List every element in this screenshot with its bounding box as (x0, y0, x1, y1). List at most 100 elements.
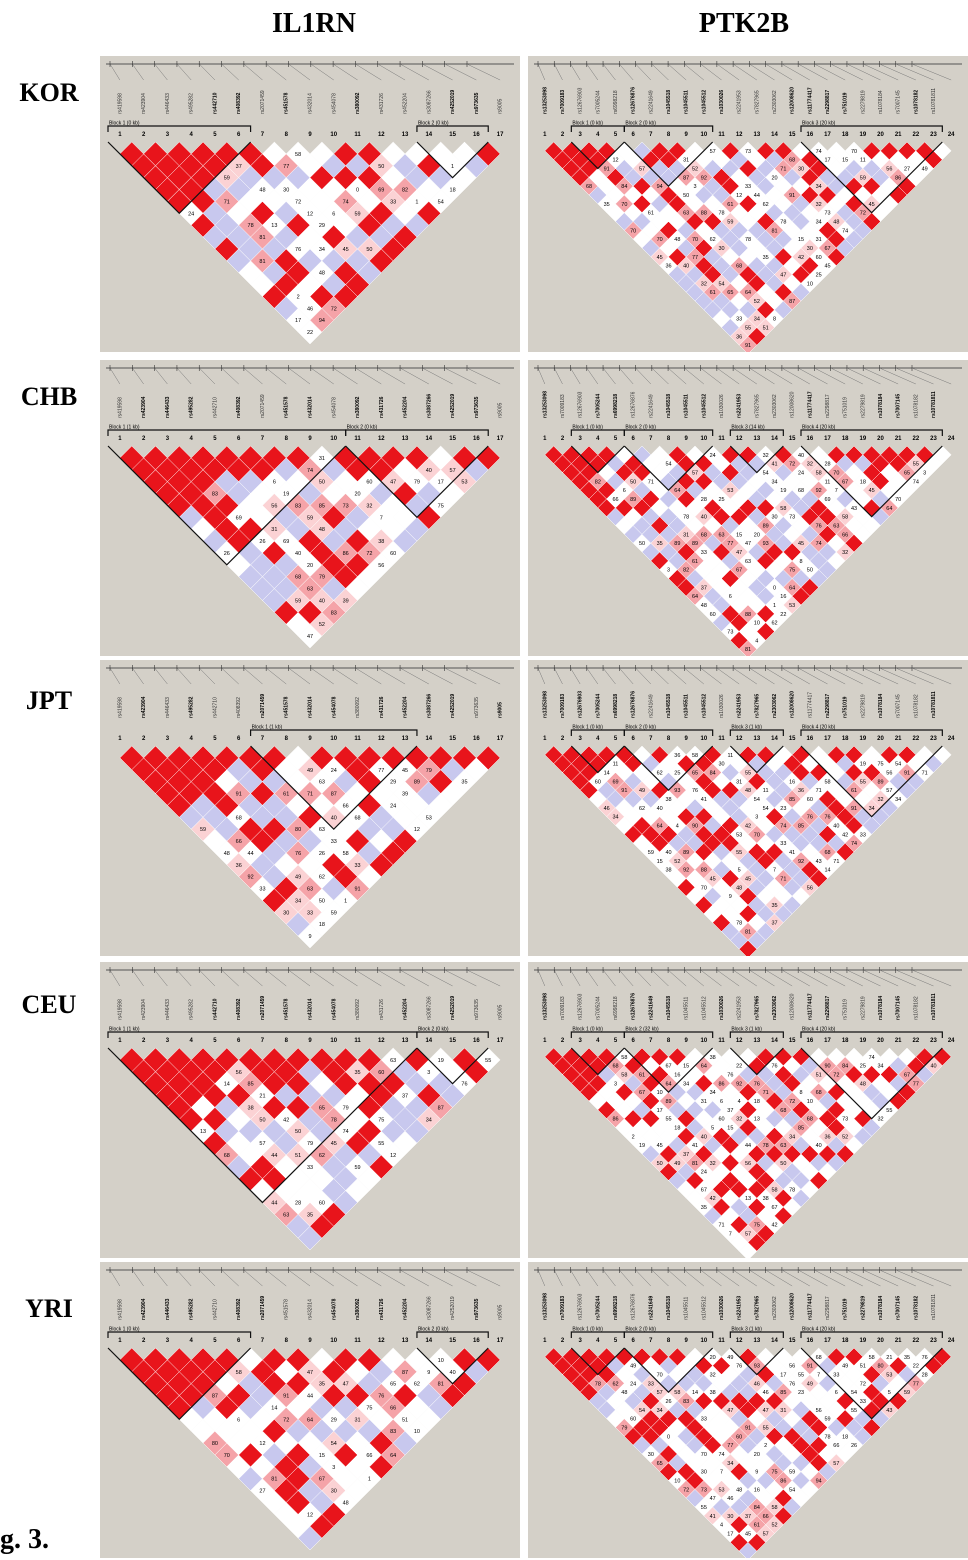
snp-index: 6 (631, 1338, 635, 1344)
snp-connector (310, 969, 334, 987)
ld-cell-value: 61 (754, 1523, 760, 1529)
ld-cell-value: 89 (683, 850, 689, 856)
ld-cell-value: 44 (271, 1153, 277, 1159)
snp-connector (814, 1269, 846, 1287)
snp-label: rs452204 (403, 396, 409, 418)
snp-label: rs452204 (403, 93, 409, 114)
ld-cell-value: 16 (674, 1073, 680, 1079)
snp-label: rs4252019 (450, 694, 456, 718)
snp-index: 5 (213, 436, 217, 442)
ld-cell-value: 65 (319, 1105, 325, 1111)
ld-cell-value: 44 (271, 1200, 277, 1206)
ld-cell-value: 42 (745, 824, 751, 830)
ld-cell-value: 78 (683, 515, 689, 521)
haplotype-block-outline (107, 125, 252, 215)
ld-cell-value: 92 (736, 1081, 742, 1087)
snp-connector (221, 969, 239, 987)
snp-connector (266, 1269, 287, 1287)
snp-connector (716, 367, 740, 385)
snp-index: 4 (190, 1038, 194, 1044)
snp-connector (651, 367, 669, 385)
ld-cell-value: 53 (718, 1487, 724, 1493)
haplotype-block-label: Block 1 (1 kb) (109, 425, 140, 431)
ld-cell-value: 57 (450, 468, 456, 474)
ld-cell-value: 32 (816, 202, 822, 208)
ld-cell-value: 58 (816, 471, 822, 477)
snp-connector (266, 63, 287, 81)
ld-cell-value: 72 (789, 462, 795, 468)
snp-index: 4 (190, 436, 194, 442)
snp-label: rs495282 (189, 93, 195, 114)
ld-cell-value: 0 (356, 188, 359, 194)
snp-label: rs432014 (308, 396, 314, 418)
snp-label: rs751019 (843, 999, 849, 1020)
snp-index: 16 (473, 132, 480, 138)
ld-cell-value: 64 (701, 1064, 707, 1070)
snp-label: rs451578 (284, 696, 290, 718)
ld-cell-value: 64 (390, 1453, 396, 1459)
snp-connector (221, 367, 239, 385)
ld-cell-value: 12 (414, 827, 420, 833)
ld-cell-value: 34 (710, 1090, 716, 1096)
ld-cell-value: 44 (745, 1143, 751, 1149)
ld-cell-value: 32 (842, 550, 848, 556)
ld-cell-value: 53 (461, 480, 467, 486)
ld-cell-value: 72 (683, 1487, 689, 1493)
snp-index: 12 (378, 132, 385, 138)
snp-label: rs2298817 (825, 996, 831, 1020)
snp-index: 1 (118, 436, 122, 442)
ld-cell-value: 85 (789, 797, 795, 803)
snp-label: rs13253098 (542, 87, 548, 114)
snp-connector (221, 63, 239, 81)
ld-cell-value: 74 (343, 1129, 349, 1135)
snp-index: 12 (378, 1038, 385, 1044)
snp-label: rs423904 (141, 999, 147, 1020)
ld-cell-value: 13 (200, 1129, 206, 1135)
snp-label: rs446433 (165, 396, 171, 418)
snp-connector (422, 969, 453, 987)
ld-cell-value: 93 (754, 1364, 760, 1370)
snp-connector (399, 63, 429, 81)
ld-heatmap-svg: rs419598 1 rs423904 2 rs446433 3 rs495282 4 rs44… (106, 61, 514, 345)
snp-connector (109, 667, 121, 685)
ld-cell-value: 60 (390, 551, 396, 557)
ld-cell-value: 71 (718, 1223, 724, 1229)
snp-label: rs751019 (843, 92, 849, 114)
ld-cell-value: 91 (789, 193, 795, 199)
snp-index: 21 (895, 1038, 902, 1044)
ld-cell-value: 67 (736, 568, 742, 574)
snp-index: 9 (684, 1338, 688, 1344)
snp-index: 23 (930, 436, 937, 442)
snp-index: 14 (771, 436, 778, 442)
ld-cell-value: 83 (683, 1399, 689, 1405)
snp-index: 14 (425, 1038, 432, 1044)
snp-connector (781, 969, 810, 987)
snp-connector (684, 667, 704, 685)
snp-label: rs12008620 (790, 691, 796, 718)
ld-cell-value: 78 (763, 1143, 769, 1149)
ld-cell-value: 0 (773, 585, 776, 591)
snp-label: rs12008620 (790, 1293, 796, 1320)
ld-cell-value: 75 (754, 1223, 760, 1229)
snp-label: rs10781811 (931, 1294, 937, 1320)
snp-label: rs495282 (189, 396, 195, 418)
snp-index: 20 (877, 132, 884, 138)
snp-connector (377, 667, 406, 685)
ld-cell-value: 80 (877, 1364, 883, 1370)
snp-index: 6 (237, 436, 241, 442)
ld-cell-value: 89 (674, 541, 680, 547)
ld-cell-value: 50 (295, 1129, 301, 1135)
snp-index: 7 (649, 436, 653, 442)
snp-index: 7 (649, 132, 653, 138)
ld-cell-value: 19 (438, 1058, 444, 1064)
snp-index: 17 (824, 436, 831, 442)
ld-cell-value: 38 (710, 1390, 716, 1396)
snp-label: rs1045511 (684, 394, 690, 418)
ld-cell-value: 65 (657, 1461, 663, 1467)
ld-cell-value: 0 (667, 1434, 670, 1440)
haplotype-block-outline (623, 125, 714, 188)
ld-cell-value: 91 (236, 792, 242, 798)
ld-cell-value: 18 (842, 1434, 848, 1440)
ld-cell-value: 49 (842, 1364, 848, 1370)
ld-cell-value: 52 (319, 622, 325, 628)
